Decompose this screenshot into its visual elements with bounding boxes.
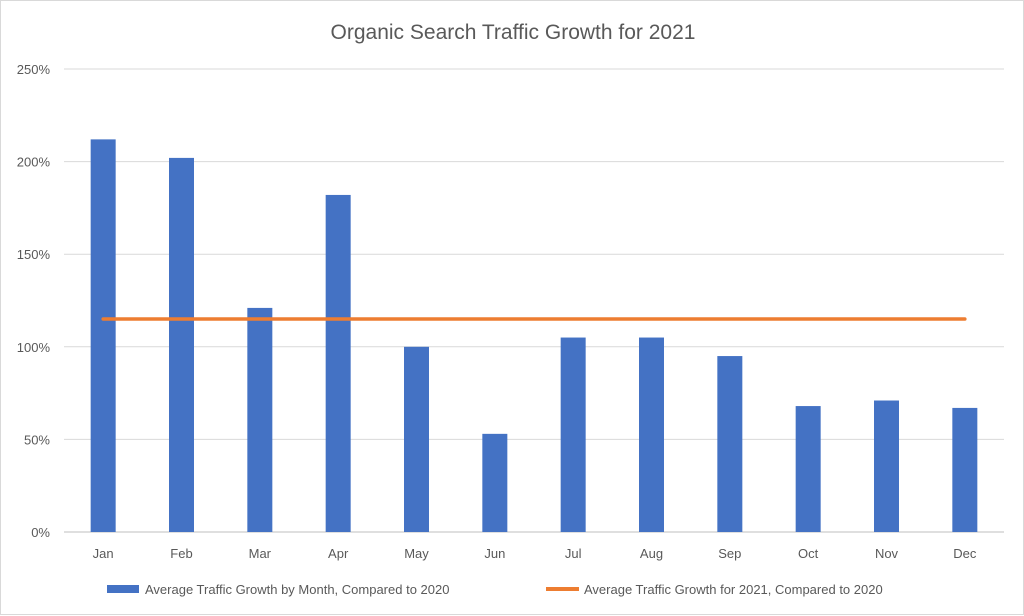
bar: [874, 400, 899, 532]
bar: [404, 346, 429, 532]
legend-swatch-bars: [107, 585, 139, 593]
x-tick-label: Jan: [93, 546, 114, 561]
x-tick-label: May: [404, 546, 429, 561]
y-tick-label: 200%: [17, 155, 51, 170]
x-tick-label: Jul: [565, 546, 582, 561]
bar: [247, 307, 273, 532]
x-axis-ticks: Jan Feb Mar Apr May Jun Jul Aug Sep Oct Nov Dec: [93, 546, 977, 561]
x-tick-label: Nov: [875, 546, 899, 561]
y-tick-label: 0%: [31, 525, 50, 540]
x-tick-label: Apr: [328, 546, 349, 561]
bar: [952, 407, 978, 532]
bar-series: [90, 139, 978, 532]
bar: [717, 356, 743, 532]
x-tick-label: Oct: [798, 546, 819, 561]
x-tick-label: Sep: [718, 546, 741, 561]
y-tick-label: 50%: [24, 432, 50, 447]
bar: [639, 337, 664, 532]
bar: [169, 157, 194, 532]
y-tick-label: 150%: [17, 247, 51, 262]
gridlines: [64, 68, 1004, 533]
legend-label-bars: Average Traffic Growth by Month, Compare…: [145, 582, 449, 597]
x-tick-label: Jun: [484, 546, 505, 561]
x-tick-label: Mar: [249, 546, 272, 561]
x-tick-label: Dec: [953, 546, 977, 561]
bar: [325, 194, 351, 532]
bar: [482, 433, 508, 532]
legend: Average Traffic Growth by Month, Compare…: [107, 582, 883, 597]
bar: [560, 337, 586, 532]
y-tick-label: 250%: [17, 62, 51, 77]
x-tick-label: Feb: [170, 546, 192, 561]
x-tick-label: Aug: [640, 546, 663, 561]
bar: [90, 139, 116, 532]
chart-title: Organic Search Traffic Growth for 2021: [331, 21, 696, 44]
legend-label-line: Average Traffic Growth for 2021, Compare…: [584, 582, 883, 597]
y-tick-label: 100%: [17, 340, 51, 355]
y-axis-ticks: 0% 50% 100% 150% 200% 250%: [17, 62, 51, 540]
bar: [795, 406, 821, 532]
